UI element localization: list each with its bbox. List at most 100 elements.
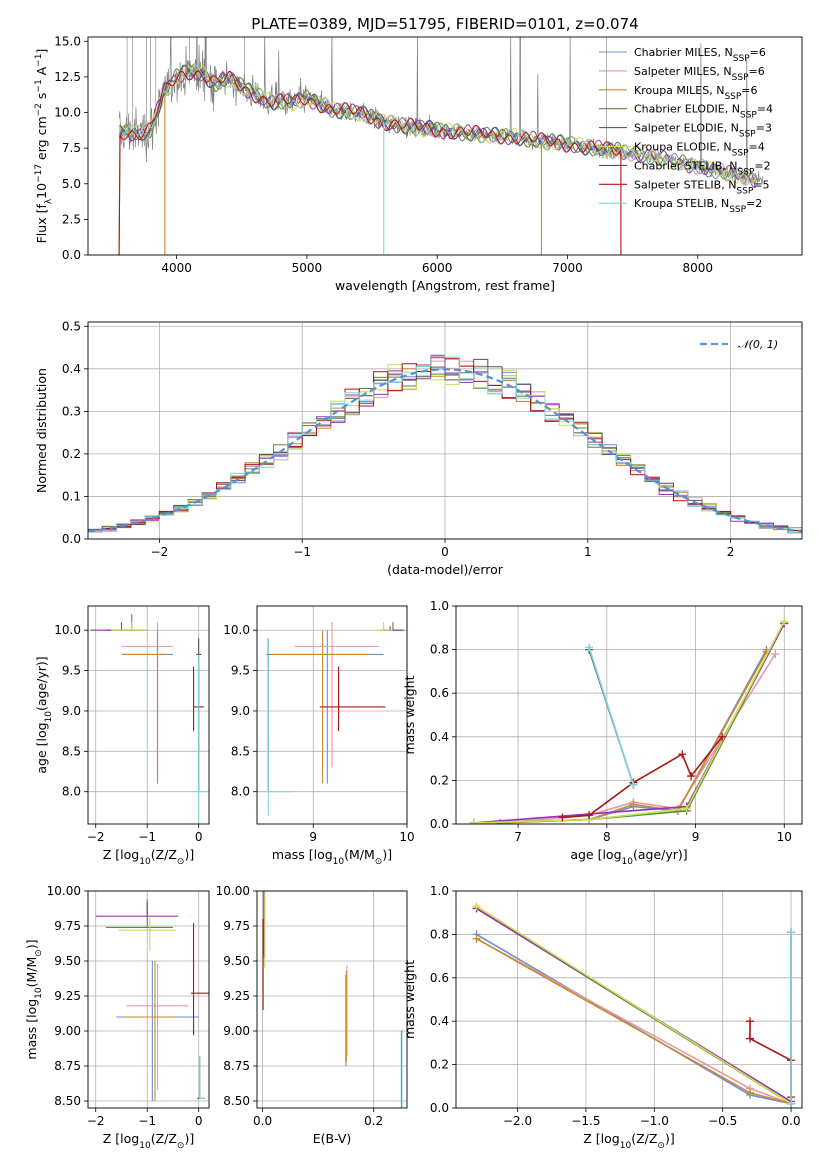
mass-weight-point <box>687 772 696 781</box>
axes-frame <box>87 36 803 256</box>
axes-frame <box>87 890 210 1109</box>
y-tick-label: 9.75 <box>54 919 81 933</box>
mass-weight-point <box>718 732 727 741</box>
plot-area <box>262 891 403 1108</box>
x-tick-label: 0.0 <box>782 1114 801 1128</box>
y-axis-label: mass weight <box>402 960 417 1039</box>
x-tick-label: 0.2 <box>364 1114 383 1128</box>
y-tick-label: 8.75 <box>54 1059 81 1073</box>
x-tick-label: 6000 <box>422 261 453 275</box>
x-tick-label: 1 <box>584 545 592 559</box>
plot-area <box>115 37 764 255</box>
mass-weight-point <box>787 1099 796 1108</box>
x-tick-label: −1 <box>138 1114 156 1128</box>
y-tick-label: 12.5 <box>54 70 81 84</box>
x-axis-label: (data-model)/error <box>387 562 504 577</box>
mass-weight-point <box>585 643 594 652</box>
y-axis-label: Normed distribution <box>34 368 49 493</box>
x-axis-label: mass [log10(M/M⊙)] <box>272 847 392 867</box>
y-tick-label: 9.25 <box>54 989 81 1003</box>
y-axis-label: Flux [fλ10−17 erg cm−2 s−1 A−1] <box>34 49 54 244</box>
x-tick-label: −1.5 <box>571 1114 600 1128</box>
x-tick-label: 8 <box>603 830 611 844</box>
y-tick-label: 0.4 <box>62 362 81 376</box>
legend-entry: Kroupa ELODIE, NSSP=4 <box>634 141 765 159</box>
y-tick-label: 2.5 <box>62 212 81 226</box>
x-tick-label: −2 <box>87 830 105 844</box>
mass-weight-point <box>780 617 789 626</box>
y-tick-label: 10.0 <box>223 623 250 637</box>
x-tick-label: 10 <box>399 830 414 844</box>
x-tick-label: 7000 <box>552 261 583 275</box>
y-axis-label: age [log10(age/yr)] <box>34 656 54 773</box>
x-tick-label: 8000 <box>682 261 713 275</box>
y-tick-label: 9.0 <box>231 704 250 718</box>
mass-weight-point <box>585 811 594 820</box>
panel-8: −2.0 −1.5 −1.0 −0.5 0.0 0.0 0.2 0.4 0.6 0.8 1.0 Z [… <box>402 884 803 1151</box>
y-axis-label: mass [log10(M/M⊙)] <box>24 939 44 1059</box>
y-tick-label: 9.25 <box>223 989 250 1003</box>
y-tick-label: 0.4 <box>430 730 449 744</box>
y-tick-label: 9.00 <box>223 1024 250 1038</box>
model-spectrum-8 <box>117 70 622 255</box>
normal-reference-curve <box>88 368 802 533</box>
y-tick-label: 0.0 <box>62 248 81 262</box>
x-axis-label: Z [log10(Z/Z⊙)] <box>103 847 194 867</box>
x-axis-label: Z [log10(Z/Z⊙)] <box>103 1131 194 1151</box>
y-tick-label: 0.2 <box>62 447 81 461</box>
mass-weight-point <box>746 1017 755 1026</box>
y-tick-label: 0.6 <box>430 686 449 700</box>
mass-weight-line-9 <box>588 647 635 786</box>
y-tick-label: 8.0 <box>62 785 81 799</box>
axes-frame <box>455 890 803 1109</box>
legend-entry: Chabrier ELODIE, NSSP=4 <box>634 103 773 121</box>
plot-area <box>90 614 207 824</box>
y-tick-label: 0.2 <box>430 1058 449 1072</box>
x-tick-label: 5000 <box>292 261 323 275</box>
y-tick-label: 0.1 <box>62 489 81 503</box>
y-tick-label: 9.50 <box>223 954 250 968</box>
mass-weight-point <box>682 804 691 813</box>
mass-weight-point <box>629 780 638 789</box>
y-tick-label: 7.5 <box>62 141 81 155</box>
y-tick-label: 0.8 <box>430 927 449 941</box>
mass-weight-line-6 <box>473 620 786 824</box>
axes-frame <box>87 605 210 825</box>
mass-weight-point <box>472 902 481 911</box>
y-tick-label: 0.0 <box>62 532 81 546</box>
mass-weight-point <box>746 1088 755 1097</box>
legend-entry: Kroupa STELIB, NSSP=2 <box>634 197 762 215</box>
axes-frame <box>455 605 803 825</box>
x-tick-label: 0.0 <box>253 1114 272 1128</box>
x-tick-label: −1 <box>138 830 156 844</box>
y-tick-label: 1.0 <box>430 884 449 898</box>
panel-1: 4000 5000 6000 7000 8000 0.0 2.5 5.0 7.5 10.0 12.5… <box>34 34 803 293</box>
y-tick-label: 9.0 <box>62 704 81 718</box>
panel-3: −2 −1 0 8.0 8.5 9.0 9.5 10.0 Z [log10(Z/Z⊙)] age … <box>34 605 210 867</box>
mass-weight-point <box>746 1034 755 1043</box>
axes-frame <box>87 321 803 540</box>
x-tick-label: −0.5 <box>708 1114 737 1128</box>
x-tick-label: 4000 <box>161 261 192 275</box>
legend-entry: 𝒩(0, 1) <box>738 338 778 351</box>
y-tick-label: 9.00 <box>54 1024 81 1038</box>
plot-area <box>469 617 789 824</box>
mass-weight-point <box>771 649 780 658</box>
mass-weight-point <box>678 750 687 759</box>
y-tick-label: 0.0 <box>430 1101 449 1115</box>
axes-frame <box>256 605 408 825</box>
x-tick-label: −2 <box>151 545 169 559</box>
x-axis-label: wavelength [Angstrom, rest frame] <box>335 278 555 293</box>
y-tick-label: 0.3 <box>62 404 81 418</box>
x-tick-label: 9 <box>309 830 317 844</box>
x-axis-label: age [log10(age/yr)] <box>570 847 687 867</box>
panel-2: −2 −1 0 1 2 0.0 0.1 0.2 0.3 0.4 0.5 (data-model)/er… <box>34 319 803 577</box>
mass-weight-point <box>787 928 796 937</box>
plot-area <box>88 354 802 534</box>
panel-7: 0.0 0.2 8.50 8.75 9.00 9.25 9.50 9.75 10.00 E(B-V… <box>216 884 408 1146</box>
x-axis-label: Z [log10(Z/Z⊙)] <box>583 1131 674 1151</box>
legend-entry: Salpeter STELIB, NSSP=5 <box>634 178 770 196</box>
legend-entry: Salpeter ELODIE, NSSP=3 <box>634 122 772 140</box>
